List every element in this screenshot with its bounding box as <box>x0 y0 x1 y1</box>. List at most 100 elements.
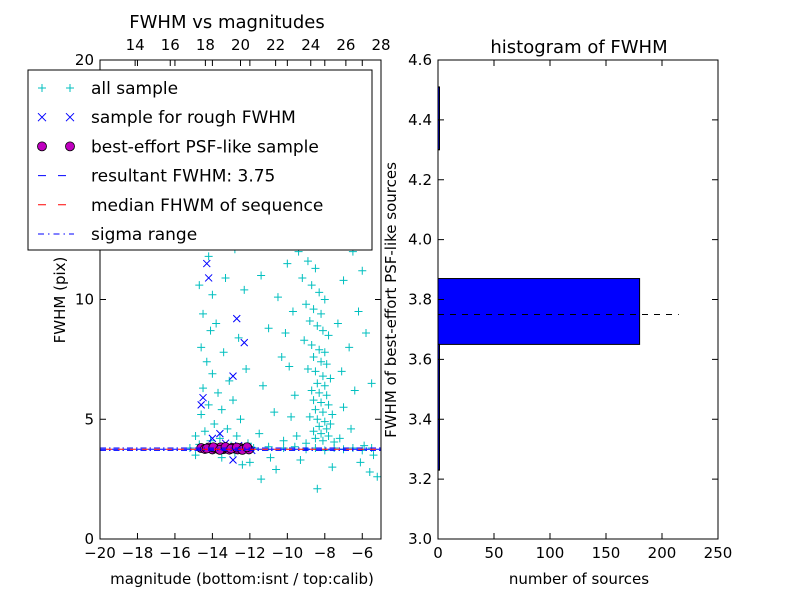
all-sample-point <box>373 472 381 481</box>
hist-y-tick-label: 4.0 <box>408 231 432 249</box>
top-x-tick-label: 18 <box>196 36 215 54</box>
all-sample-point <box>197 343 206 352</box>
all-sample-point <box>273 293 282 302</box>
all-sample-point <box>223 424 232 433</box>
all-sample-point <box>309 427 318 436</box>
all-sample-point <box>202 357 211 366</box>
hist-x-tick-label: 150 <box>592 544 621 562</box>
scatter-title: FWHM vs magnitudes <box>129 12 324 33</box>
all-sample-point <box>204 400 213 409</box>
all-sample-point <box>320 381 329 390</box>
top-x-tick-label: 14 <box>126 36 145 54</box>
hist-y-tick-label: 4.6 <box>408 51 432 69</box>
all-sample-point <box>307 281 316 290</box>
all-sample-point <box>266 453 275 462</box>
all-sample-point <box>232 432 241 441</box>
rough-sample-point <box>202 259 211 268</box>
legend-circle-marker <box>65 141 75 152</box>
rough-sample-point <box>240 338 249 347</box>
histogram-title: histogram of FWHM <box>490 37 667 58</box>
all-sample-point <box>309 396 318 405</box>
histogram-data-layer <box>437 86 679 471</box>
all-sample-point <box>320 348 329 357</box>
all-sample-point <box>311 264 320 273</box>
all-sample-point <box>191 432 200 441</box>
all-sample-point <box>315 288 324 297</box>
all-sample-point <box>305 317 314 326</box>
x-tick-label: −16 <box>159 544 191 562</box>
top-x-tick-label: 26 <box>336 36 355 54</box>
all-sample-point <box>234 333 243 342</box>
legend-entry: resultant FWHM: 3.75 <box>38 167 275 187</box>
all-sample-point <box>365 467 374 476</box>
x-tick-label: −8 <box>314 544 336 562</box>
all-sample-point <box>315 345 324 354</box>
legend-box <box>27 69 373 251</box>
scatter-ticks: −20 −18 −16 −14 −12 −10 −8 −6 14 16 18 20 22 24 26 28 0 5… <box>75 36 391 562</box>
all-sample-point <box>322 424 331 433</box>
all-sample-point <box>313 415 322 424</box>
all-sample-point <box>199 309 208 318</box>
all-sample-point <box>215 434 224 443</box>
histogram-y-label: FWHM of best-effort PSF-like sources <box>382 162 400 438</box>
all-sample-point <box>221 273 230 282</box>
legend-entry: sigma range <box>38 225 197 245</box>
all-sample-point <box>317 309 326 318</box>
all-sample-point <box>245 458 254 467</box>
all-sample-point <box>214 388 223 397</box>
all-sample-point <box>333 319 342 328</box>
all-sample-point <box>358 266 367 275</box>
all-sample-point <box>195 281 204 290</box>
top-x-tick-label: 16 <box>161 36 180 54</box>
all-sample-point <box>191 451 200 460</box>
all-sample-point <box>264 324 273 333</box>
y-tick-label: 5 <box>84 410 94 428</box>
all-sample-point <box>200 427 209 436</box>
y-tick-label: 0 <box>84 530 94 548</box>
legend-plus-marker <box>66 84 74 92</box>
x-tick-label: −12 <box>234 544 266 562</box>
histogram-x-label: number of sources <box>509 570 649 588</box>
x-tick-label: −10 <box>272 544 304 562</box>
hist-y-tick-label: 3.4 <box>408 410 432 428</box>
all-sample-point <box>318 436 327 445</box>
all-sample-point <box>313 484 322 493</box>
scatter-legend: all sample sample for rough FWHM best-effo… <box>27 69 373 251</box>
all-sample-point <box>369 451 378 460</box>
all-sample-point <box>317 398 326 407</box>
hist-x-tick-label: 100 <box>536 544 565 562</box>
hist-y-tick-label: 3.6 <box>408 350 432 368</box>
x-tick-label: −18 <box>122 544 154 562</box>
all-sample-point <box>185 443 194 452</box>
rough-sample-point <box>197 401 206 409</box>
all-sample-point <box>318 372 327 381</box>
all-sample-point <box>309 352 318 361</box>
all-sample-point <box>303 364 312 373</box>
all-sample-point <box>335 434 344 443</box>
all-sample-point <box>339 403 348 412</box>
rough-sample-point <box>229 456 237 464</box>
all-sample-point <box>300 336 309 345</box>
all-sample-point <box>307 341 316 350</box>
hist-x-tick-label: 0 <box>433 544 443 562</box>
all-sample-point <box>217 453 226 462</box>
all-sample-point <box>322 360 331 369</box>
all-sample-point <box>362 329 371 338</box>
legend-label: sigma range <box>91 225 197 245</box>
x-tick-label: −6 <box>351 544 373 562</box>
hist-y-tick-label: 4.4 <box>408 111 432 129</box>
legend-x-marker <box>37 112 47 122</box>
x-tick-label: −14 <box>197 544 229 562</box>
legend-entry: all sample <box>38 79 178 99</box>
all-sample-point <box>305 412 314 421</box>
hist-x-tick-label: 200 <box>648 544 677 562</box>
legend-label: best-effort PSF-like sample <box>91 137 319 157</box>
all-sample-point <box>313 379 322 388</box>
all-sample-point <box>296 455 305 464</box>
all-sample-point <box>322 391 331 400</box>
legend-label: resultant FWHM: 3.75 <box>91 167 275 187</box>
scatter-data-layer <box>100 75 381 493</box>
all-sample-point <box>199 384 208 393</box>
y-tick-label: 10 <box>75 291 94 309</box>
legend-circle-marker <box>37 141 47 152</box>
